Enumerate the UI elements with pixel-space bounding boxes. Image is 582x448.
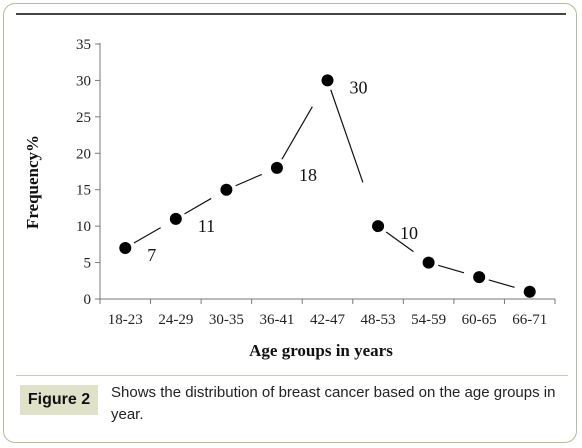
y-tick-label: 25: [76, 110, 91, 126]
y-tick-label: 5: [84, 256, 92, 272]
x-tick-label: 30-35: [209, 312, 244, 328]
caption-divider: [16, 375, 568, 376]
x-tick-label: 54-59: [411, 312, 446, 328]
data-label: 30: [350, 77, 368, 97]
chart-axes: [99, 43, 555, 300]
data-label: 10: [400, 223, 418, 243]
figure-caption: Shows the distribution of breast cancer …: [111, 384, 556, 423]
leader-line: [281, 106, 313, 160]
leader-line: [330, 89, 364, 183]
leader-line: [133, 227, 161, 244]
x-tick-label: 18-23: [108, 312, 143, 328]
x-tick-label: 42-47: [310, 312, 345, 328]
x-tick-label: 24-29: [158, 312, 193, 328]
leader-line: [385, 231, 414, 253]
data-point: [523, 285, 536, 298]
y-ticks: 0 5 10 15 20 25 30 35: [76, 37, 100, 308]
data-label: 11: [198, 216, 215, 236]
data-point: [372, 220, 385, 233]
y-tick-label: 35: [76, 37, 91, 53]
x-ticks: 18-23 24-29 30-35 36-41 42-47 48-53 54-59 60-65…: [99, 299, 556, 328]
top-rule: [16, 13, 566, 15]
x-tick-label: 36-41: [259, 312, 294, 328]
figure-label: Figure 2: [20, 385, 98, 415]
data-points: [119, 74, 536, 298]
data-point: [473, 271, 486, 284]
data-point: [422, 256, 435, 269]
data-label: 18: [299, 165, 317, 185]
figure-card: [3, 3, 577, 443]
leader-lines: [133, 89, 515, 288]
leader-line: [488, 279, 515, 288]
x-tick-label: 60-65: [462, 312, 497, 328]
y-tick-label: 10: [76, 219, 91, 235]
data-point: [119, 242, 132, 254]
data-labels: 7 11 18 30 10: [147, 77, 418, 265]
x-tick-label: 66-71: [512, 312, 547, 328]
y-tick-label: 30: [76, 73, 91, 89]
leader-line: [438, 264, 465, 274]
y-tick-label: 20: [76, 146, 91, 162]
leader-line: [184, 197, 212, 215]
data-point: [321, 74, 334, 87]
data-point: [220, 183, 233, 196]
data-point: [169, 212, 182, 225]
x-tick-label: 48-53: [361, 312, 396, 328]
y-tick-label: 15: [76, 183, 91, 199]
y-tick-label: 0: [84, 292, 92, 308]
leader-line: [235, 173, 263, 187]
y-axis-title: Frequency%: [23, 134, 42, 230]
data-label: 7: [147, 245, 156, 265]
data-point: [270, 161, 283, 174]
x-axis-title: Age groups in years: [249, 341, 393, 360]
